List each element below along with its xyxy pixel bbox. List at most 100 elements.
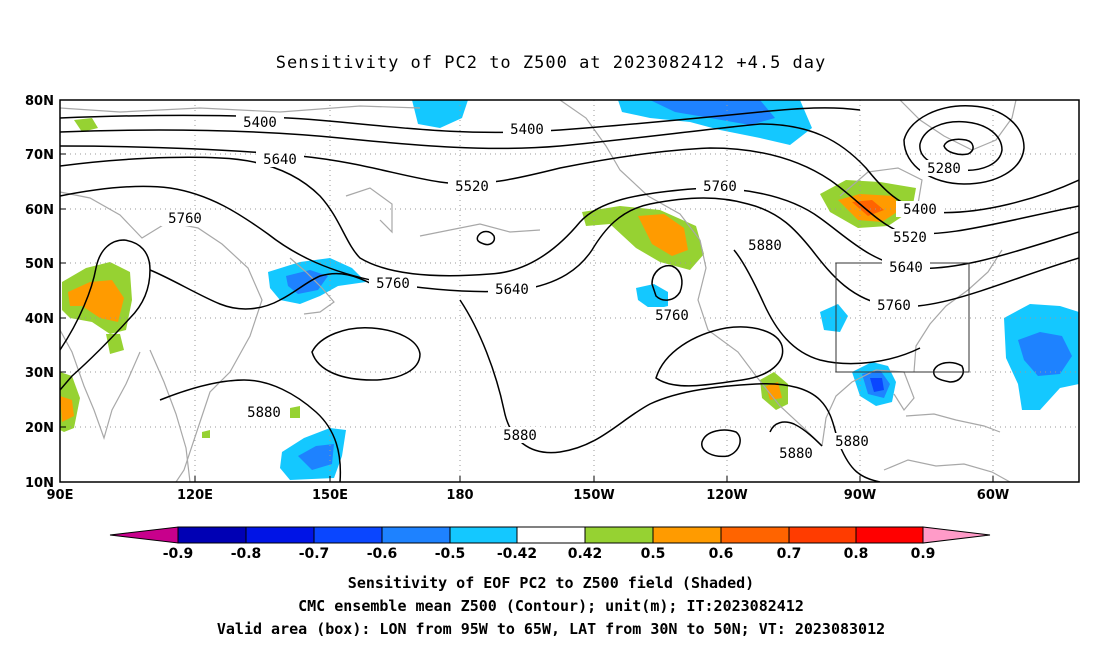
positive-patch-mexico-core <box>766 382 782 400</box>
colorbar-bin <box>449 526 518 544</box>
lat-label: 50N <box>25 257 54 272</box>
contour-label: 5880 <box>779 446 813 462</box>
contour-label: 5880 <box>503 428 537 444</box>
negative-patch-west-coast <box>636 284 668 310</box>
colorbar-bin <box>516 526 586 544</box>
contour-label-bg <box>896 201 944 217</box>
colorbar-bin <box>788 526 857 544</box>
contour-label: 5880 <box>748 238 782 254</box>
longitude-labels: 90E 120E 150E 180 150W 120W 90W 60W <box>47 488 1010 503</box>
positive-patch-india-core <box>68 280 124 322</box>
contour-label: 5760 <box>703 179 737 195</box>
negative-patch-atlantic-core <box>1018 332 1072 376</box>
colorbar-bin <box>652 526 722 544</box>
colorbar-label: -0.8 <box>231 546 262 562</box>
coastline-south-america <box>883 459 1011 482</box>
negative-patch-japan-core <box>286 270 328 294</box>
coastline-north-america-west <box>697 239 823 447</box>
figure-title: Sensitivity of PC2 to Z500 at 2023082412… <box>276 53 827 73</box>
contour-line-5760-c <box>149 269 373 310</box>
lon-label: 60W <box>977 488 1009 503</box>
contour-label-bg <box>448 178 496 194</box>
contour-line-5880-d <box>769 421 823 447</box>
contour-label-layer: 5400 5400 5640 5520 5760 5760 5880 5280 … <box>161 114 968 462</box>
contour-line-5880-a <box>159 379 342 482</box>
contour-label: 5520 <box>893 230 927 246</box>
contour-closed-high-pacific <box>311 327 421 381</box>
contour-label: 5880 <box>835 434 869 450</box>
coastline-north-america-east <box>913 249 1003 373</box>
coastline-kamchatka <box>345 187 393 234</box>
contour-label: 5640 <box>495 282 529 298</box>
contour-label: 5640 <box>889 260 923 276</box>
contour-label: 5400 <box>903 202 937 218</box>
contour-label-bg <box>696 178 744 194</box>
positive-patch-small-3 <box>202 430 210 438</box>
colorbar-label: 0.5 <box>641 546 666 562</box>
contour-label-bg <box>240 404 288 420</box>
colorbar-label: -0.42 <box>497 546 537 562</box>
contour-label-bg <box>886 229 934 245</box>
contour-label: 5280 <box>927 161 961 177</box>
lon-label: 150E <box>312 488 348 503</box>
colorbar-under-triangle <box>109 526 179 544</box>
contour-label: 5760 <box>168 211 202 227</box>
coastline-gulf <box>821 369 915 447</box>
lat-label: 70N <box>25 148 54 163</box>
positive-patch-small-2 <box>290 406 300 418</box>
contour-label: 5400 <box>510 122 544 138</box>
contour-line-5760-a <box>60 185 1079 308</box>
map-area: 5400 5400 5640 5520 5760 5760 5880 5280 … <box>60 100 1079 482</box>
coastline-india <box>60 329 141 440</box>
contour-closed-low-gulf-alaska <box>651 264 683 301</box>
contour-line-5880-c <box>733 249 921 365</box>
colorbar-label: 0.6 <box>709 546 734 562</box>
lon-label: 180 <box>446 488 473 503</box>
contour-closed-low-greenland-inner <box>943 138 974 156</box>
coastline-indochina <box>149 349 191 482</box>
colorbar-bin <box>584 526 654 544</box>
contour-label: 5400 <box>243 115 277 131</box>
colorbar-label: 0.7 <box>777 546 802 562</box>
contour-label-bg <box>369 275 417 291</box>
contour-closed-small-mexico <box>701 429 741 458</box>
positive-patch-gulf-alaska-core <box>638 214 688 256</box>
colorbar-label: -0.6 <box>367 546 398 562</box>
coastline-alaska <box>559 100 701 241</box>
colorbar-label: 0.42 <box>568 546 603 562</box>
negative-patch-arctic-north-pacific-core <box>650 100 775 125</box>
contour-closed-small-pacific <box>476 230 496 246</box>
lon-label: 90W <box>844 488 876 503</box>
contour-label: 5520 <box>455 179 489 195</box>
contour-label-bg <box>161 210 209 226</box>
contour-label-bg <box>256 151 304 167</box>
colorbar-bin <box>720 526 790 544</box>
contour-label-bg <box>236 114 284 130</box>
map-frame <box>59 99 1080 483</box>
colorbar-label: 0.9 <box>911 546 936 562</box>
contour-line-5880-b <box>459 299 881 482</box>
coastline-greenland <box>899 100 1017 151</box>
contour-closed-low-greenland-outer <box>903 105 1025 185</box>
coastline-asia <box>60 191 263 482</box>
lat-label: 10N <box>25 476 54 491</box>
coastline-caribbean <box>905 413 1001 433</box>
positive-patch-bay-of-bengal <box>106 334 124 354</box>
lat-label: 60N <box>25 203 54 218</box>
positive-patch-small-1 <box>74 118 98 132</box>
contour-closed-small-caribbean <box>932 361 964 383</box>
tick-marks <box>60 99 994 482</box>
colorbar-label: -0.9 <box>163 546 194 562</box>
colorbar-over-triangle <box>922 526 991 544</box>
contour-label-bg <box>741 237 789 253</box>
contour-label: 5760 <box>376 276 410 292</box>
caption-line-2: CMC ensemble mean Z500 (Contour); unit(m… <box>298 597 804 615</box>
contour-label-bg <box>496 427 544 443</box>
contour-label-bg <box>503 121 551 137</box>
colorbar-bin <box>313 526 383 544</box>
colorbar: -0.9 -0.8 -0.7 -0.6 -0.5 -0.42 0.42 0.5 … <box>109 526 991 562</box>
colorbar-label: -0.5 <box>435 546 466 562</box>
coastline-japan <box>289 257 335 315</box>
lon-label: 90E <box>47 488 74 503</box>
